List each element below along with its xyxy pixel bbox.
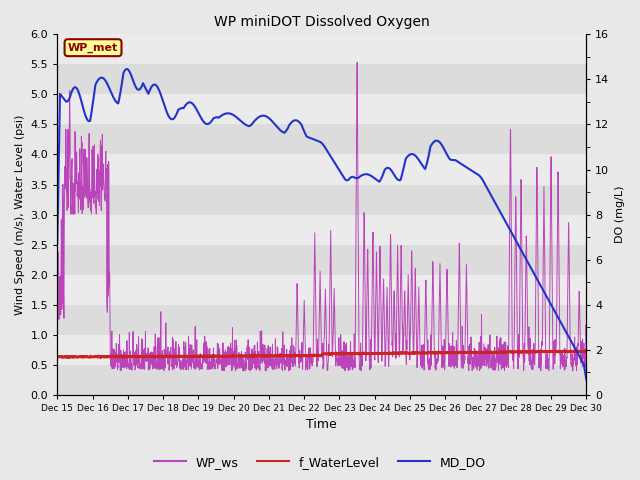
Bar xyxy=(58,215,586,245)
Y-axis label: DO (mg/L): DO (mg/L) xyxy=(615,186,625,243)
Y-axis label: Wind Speed (m/s), Water Level (psi): Wind Speed (m/s), Water Level (psi) xyxy=(15,114,25,315)
Bar xyxy=(58,124,586,155)
Bar xyxy=(58,155,586,184)
Title: WP miniDOT Dissolved Oxygen: WP miniDOT Dissolved Oxygen xyxy=(214,15,429,29)
Bar xyxy=(58,95,586,124)
Bar xyxy=(58,305,586,335)
Bar xyxy=(58,184,586,215)
Bar xyxy=(58,245,586,275)
Bar xyxy=(58,64,586,95)
Bar xyxy=(58,365,586,395)
Bar xyxy=(58,35,586,64)
Bar xyxy=(58,275,586,305)
Legend: WP_ws, f_WaterLevel, MD_DO: WP_ws, f_WaterLevel, MD_DO xyxy=(149,451,491,474)
Bar xyxy=(58,335,586,365)
X-axis label: Time: Time xyxy=(307,419,337,432)
Text: WP_met: WP_met xyxy=(68,43,118,53)
